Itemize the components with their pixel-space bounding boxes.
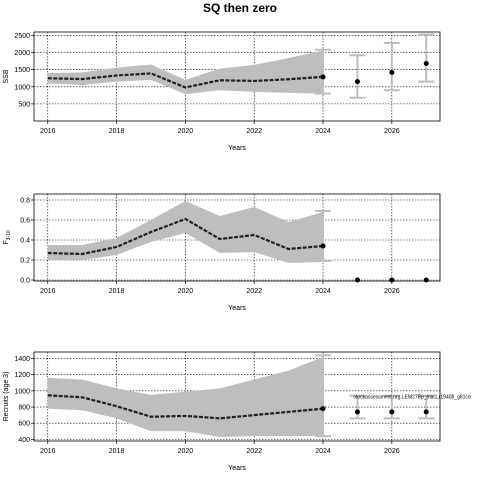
y-tick-label: 400: [18, 437, 30, 444]
projection-point: [354, 409, 360, 415]
figure-title: SQ then zero: [203, 1, 277, 15]
panel-3: 2016 2018 2020 2022 2024 2026 400 600 800 1000 120…: [3, 351, 471, 472]
plot-frame: [33, 193, 441, 282]
estimate-line: [47, 217, 324, 256]
y-axis-label: Recruits (age 3): [3, 372, 10, 422]
x-axis-label: Years: [228, 145, 246, 152]
x-tick-label: 2022: [246, 448, 262, 455]
x-tick-label: 2016: [40, 128, 56, 135]
plot-frame: [33, 31, 441, 122]
x-tick-label: 2016: [40, 288, 56, 295]
y-tick-label: 2000: [14, 50, 30, 57]
last-estimate-point: [320, 406, 326, 412]
y-tick-label: 1000: [14, 388, 30, 395]
y-tick-label: 500: [18, 101, 30, 108]
x-tick-label: 2018: [109, 448, 125, 455]
y-tick-label: 1500: [14, 67, 30, 74]
y-tick-label: 1400: [14, 356, 30, 363]
x-tick-label: 2016: [40, 448, 56, 455]
y-tick-label: 600: [18, 421, 30, 428]
x-tick-label: 2018: [109, 128, 125, 135]
y-axis-label-subscript: 3-10: [6, 230, 12, 240]
projection-point: [389, 409, 395, 415]
y-tick-label: 1000: [14, 84, 30, 91]
x-tick-label: 2022: [246, 128, 262, 135]
projection-point: [354, 277, 360, 283]
x-axis-label: Years: [228, 465, 246, 472]
panel-2: 2016 2018 2020 2022 2024 2026 0.0 0.2 0.4 0.6 0.8 Y…: [3, 193, 441, 312]
y-tick-label: 0.0: [20, 278, 30, 285]
last-estimate-point: [320, 74, 326, 80]
y-tick-label: 0.8: [20, 198, 30, 205]
projection-point: [389, 69, 395, 75]
x-tick-label: 2020: [178, 448, 194, 455]
projection-point: [423, 409, 429, 415]
annotation-text: stockassessment.org,LEM27Bp_trial1,r1940…: [353, 395, 471, 401]
plot-frame: [33, 351, 441, 442]
y-tick-label: 1200: [14, 372, 30, 379]
x-tick-label: 2024: [315, 448, 331, 455]
last-estimate-point: [320, 243, 326, 249]
confidence-band: [47, 50, 324, 95]
x-tick-label: 2018: [109, 288, 125, 295]
confidence-band: [47, 356, 324, 437]
y-tick-label: 800: [18, 405, 30, 412]
y-tick-label: 0.2: [20, 258, 30, 265]
x-tick-label: 2024: [315, 288, 331, 295]
estimate-line: [47, 72, 324, 89]
x-tick-label: 2026: [384, 448, 400, 455]
projection-point: [354, 79, 360, 85]
x-tick-label: 2024: [315, 128, 331, 135]
x-tick-label: 2020: [178, 288, 194, 295]
estimate-line: [47, 394, 324, 420]
y-axis-label: SSB: [3, 69, 10, 83]
y-tick-label: 0.6: [20, 218, 30, 225]
y-axis-label: F3-10: [3, 230, 12, 245]
x-axis-label: Years: [228, 305, 246, 312]
x-tick-label: 2022: [246, 288, 262, 295]
y-tick-label: 2500: [14, 33, 30, 40]
y-tick-label: 0.4: [20, 238, 30, 245]
x-tick-label: 2026: [384, 128, 400, 135]
projection-point: [423, 277, 429, 283]
x-tick-label: 2020: [178, 128, 194, 135]
panel-1: 2016 2018 2020 2022 2024 2026 500 1000 1500 2000 2…: [3, 31, 441, 152]
x-tick-label: 2026: [384, 288, 400, 295]
projection-point: [423, 60, 429, 66]
